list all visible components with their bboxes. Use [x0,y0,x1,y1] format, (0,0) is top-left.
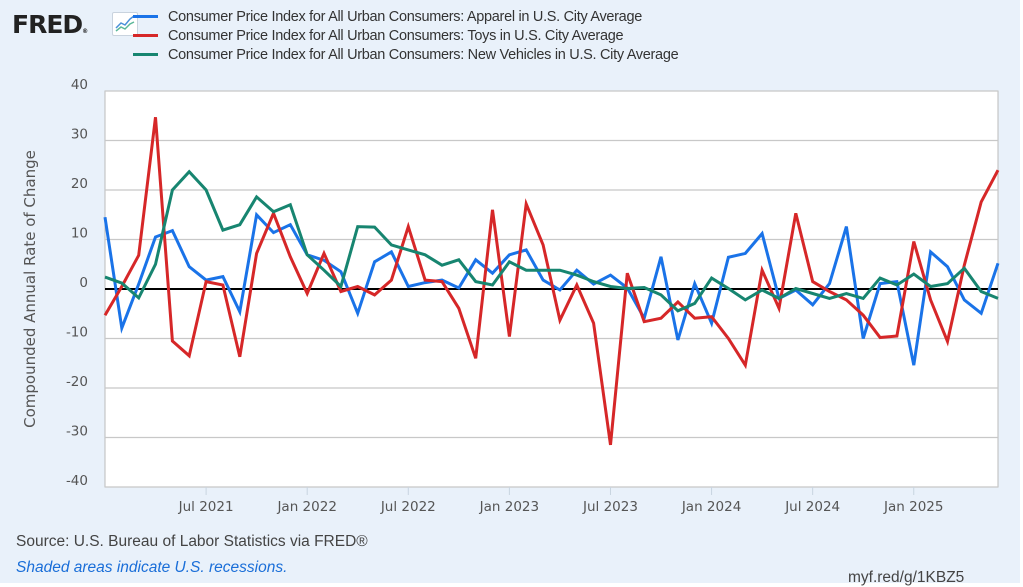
y-tick-label: -40 [66,473,88,489]
legend-swatch-new-vehicles [133,53,158,56]
x-tick-label: Jul 2022 [380,499,436,515]
series-line-toys[interactable] [103,117,1000,446]
fred-logo[interactable]: FRED® [12,10,88,39]
y-tick-label: -10 [66,325,88,341]
legend-label-toys: Consumer Price Index for All Urban Consu… [168,27,624,44]
series-line-new-vehicles[interactable] [104,169,999,313]
legend-swatch-toys [133,34,158,37]
legend-label-apparel: Consumer Price Index for All Urban Consu… [168,8,642,25]
y-tick-label: 10 [71,226,88,242]
x-tick-label: Jul 2024 [784,499,840,515]
y-tick-label: 20 [71,176,88,192]
y-tick-label: 0 [79,275,88,291]
fred-logo-text: FRED [12,10,83,39]
x-tick-label: Jan 2022 [276,499,336,515]
legend-swatch-apparel [133,15,158,18]
recession-note-link[interactable]: Shaded areas indicate U.S. recessions. [16,559,288,576]
y-tick-label: -30 [66,424,88,440]
y-tick-label: -20 [66,374,88,390]
legend-item-new-vehicles[interactable]: Consumer Price Index for All Urban Consu… [133,45,679,64]
legend-item-apparel[interactable]: Consumer Price Index for All Urban Consu… [133,7,678,26]
x-tick-label: Jan 2024 [681,499,741,515]
x-tick-label: Jan 2023 [479,499,539,515]
x-tick-label: Jul 2021 [178,499,234,515]
chart-legend: Consumer Price Index for All Urban Consu… [133,7,679,64]
source-note: Source: U.S. Bureau of Labor Statistics … [16,533,368,550]
fred-logo-registered: ® [82,28,89,35]
y-tick-label: 30 [71,127,88,143]
y-axis-ticks: 40 30 20 10 0 -10 -20 -30 -40 [66,77,88,489]
series-lines [103,117,1000,446]
x-tick-label: Jul 2023 [582,499,638,515]
legend-label-new-vehicles: Consumer Price Index for All Urban Consu… [168,46,679,63]
y-tick-label: 40 [71,77,88,93]
short-url[interactable]: myf.red/g/1KBZ5 [848,569,965,586]
x-axis-ticks: Jul 2021 Jan 2022 Jul 2022 Jan 2023 Jul 2023… [178,487,943,515]
x-tick-label: Jan 2025 [883,499,943,515]
legend-item-toys[interactable]: Consumer Price Index for All Urban Consu… [133,26,678,45]
